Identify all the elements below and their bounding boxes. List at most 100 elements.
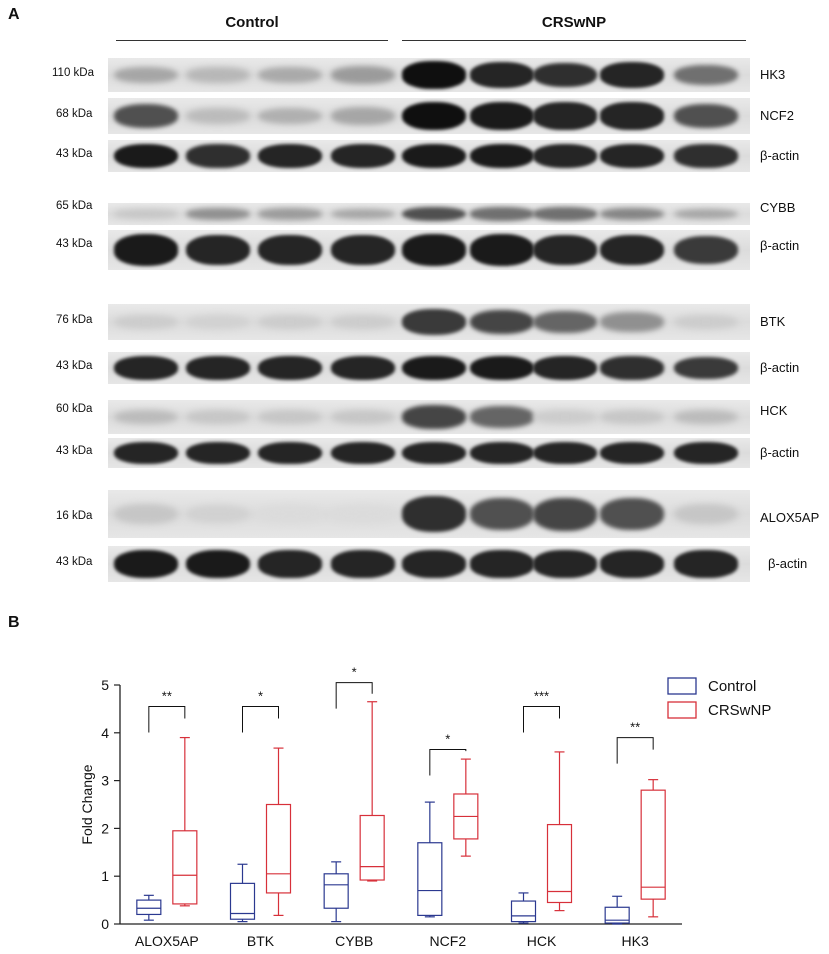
blot-band [600, 312, 664, 332]
blot-band [402, 234, 466, 266]
molecular-weight-label: 43 kDa [56, 556, 93, 568]
significance-bracket [523, 706, 560, 733]
box-control [136, 899, 162, 916]
blot-band [331, 208, 395, 220]
blot-band [533, 410, 597, 424]
blot-band [470, 498, 534, 530]
blot-band [331, 314, 395, 330]
y-tick-label: 3 [101, 773, 109, 789]
blot-band [470, 550, 534, 578]
molecular-weight-label: 43 kDa [56, 238, 93, 250]
significance-label: * [352, 665, 357, 680]
blot-band [533, 234, 597, 266]
blot-band [600, 62, 664, 88]
blot-band [470, 207, 534, 221]
blot-band [470, 441, 534, 465]
panel-a-label: A [8, 6, 20, 23]
blot-band [258, 234, 322, 266]
molecular-weight-label: 43 kDa [56, 360, 93, 372]
box-crswnp [640, 789, 666, 900]
significance-label: ** [162, 689, 172, 704]
blot-band [114, 209, 178, 219]
protein-label: HK3 [760, 67, 786, 82]
blot-band [470, 355, 534, 381]
molecular-weight-label: 110 kDa [52, 67, 94, 79]
box-control [417, 842, 443, 916]
blot-band [186, 355, 250, 381]
blot-band [533, 497, 597, 531]
protein-label: β-actin [768, 556, 808, 571]
blot-band [402, 101, 466, 131]
box-crswnp [265, 803, 292, 894]
blot-band [186, 441, 250, 465]
blot-band [533, 355, 597, 381]
y-tick-label: 5 [101, 677, 109, 693]
blot-band [402, 496, 466, 532]
y-tick-label: 2 [101, 820, 109, 836]
blot-band [674, 409, 738, 425]
protein-label: ALOX5AP [760, 510, 820, 525]
blot-band [114, 104, 178, 128]
blot-band [402, 143, 466, 169]
blot-band [533, 207, 597, 221]
blot-band [600, 356, 664, 380]
blot-band [600, 143, 664, 169]
y-axis-title: Fold Change [79, 764, 95, 844]
blot-band [114, 550, 178, 578]
molecular-weight-label: 43 kDa [56, 148, 93, 160]
blot-band [331, 143, 395, 169]
blot-band [331, 505, 395, 523]
blot-band [114, 355, 178, 381]
blot-band [186, 108, 250, 124]
blot-band [186, 409, 250, 425]
blot-band [258, 66, 322, 84]
blot-band [600, 234, 664, 266]
protein-label: β-actin [760, 238, 800, 253]
box-control [229, 882, 256, 920]
blot-band [402, 355, 466, 381]
box-crswnp [172, 830, 198, 905]
group-underline-crswnp [402, 40, 746, 41]
boxplot-chart: 0 1 2 3 4 5 Fold Change ALOX5AP BTK CYBB NCF2 HCK HK… [79, 665, 771, 949]
blot-band [402, 61, 466, 89]
blot-band [674, 144, 738, 168]
panel-b-label: B [8, 614, 20, 631]
blot-band [114, 441, 178, 465]
blot-band [600, 102, 664, 130]
y-tick-label: 0 [101, 916, 109, 932]
blot-band [331, 409, 395, 425]
x-tick-label: CYBB [335, 933, 373, 949]
box-control [604, 906, 630, 924]
molecular-weight-label: 43 kDa [56, 445, 93, 457]
blot-band [674, 314, 738, 330]
group-label-crswnp: CRSwNP [541, 14, 607, 31]
blot-band [258, 550, 322, 578]
blot-band [331, 355, 395, 381]
blot-band [331, 107, 395, 125]
blot-band [600, 207, 664, 221]
blot-band [470, 234, 534, 266]
molecular-weight-label: 68 kDa [56, 108, 93, 120]
blot-band [674, 441, 738, 465]
protein-label: β-actin [760, 148, 800, 163]
blot-band [186, 314, 250, 330]
x-tick-label: HK3 [622, 933, 649, 949]
molecular-weight-label: 76 kDa [56, 314, 93, 326]
blot-band [258, 314, 322, 330]
protein-label: HCK [760, 403, 788, 418]
significance-label: * [258, 689, 263, 704]
blot-band [186, 550, 250, 578]
legend-swatch [667, 701, 697, 719]
blot-band [114, 409, 178, 425]
blot-band [402, 405, 466, 429]
molecular-weight-label: 65 kDa [56, 200, 93, 212]
box-crswnp [359, 814, 385, 881]
blot-band [402, 206, 466, 222]
molecular-weight-label: 60 kDa [56, 403, 93, 415]
blot-band [186, 234, 250, 266]
molecular-weight-label: 16 kDa [56, 510, 93, 522]
significance-label: * [445, 732, 450, 747]
significance-bracket [335, 682, 373, 709]
box-control [323, 873, 349, 909]
blot-band [470, 309, 534, 335]
